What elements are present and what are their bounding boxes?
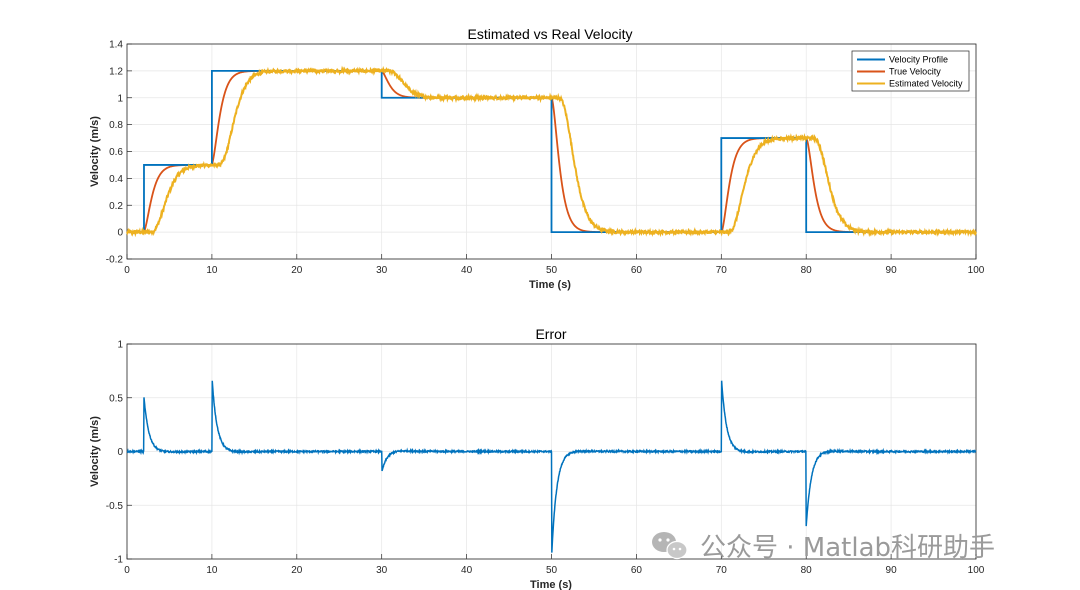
velocity-x-tick-label: 40 (461, 265, 473, 276)
error-y-tick-label: 1 (117, 340, 123, 351)
error-y-tick-label: 0.5 (109, 393, 123, 404)
legend-label-true-velocity: True Velocity (889, 67, 941, 77)
watermark: 公众号 · Matlab科研助手 (652, 532, 995, 563)
velocity-x-axis-label: Time (s) (529, 279, 571, 291)
legend-label-estimated-velocity: Estimated Velocity (889, 79, 963, 89)
velocity-x-tick-label: 20 (291, 265, 303, 276)
velocity-x-tick-label: 80 (801, 265, 813, 276)
error-x-tick-label: 100 (968, 565, 985, 576)
error-y-axis-label: Velocity (m/s) (89, 416, 101, 487)
legend-label-velocity-profile: Velocity Profile (889, 55, 948, 65)
error-x-tick-label: 40 (461, 565, 473, 576)
error-chart-title: Error (535, 326, 566, 342)
velocity-x-tick-label: 100 (968, 265, 985, 276)
error-x-tick-label: 90 (886, 565, 898, 576)
error-x-tick-label: 50 (546, 565, 558, 576)
velocity-y-tick-label: 0.2 (109, 201, 123, 212)
error-plot-area (126, 380, 977, 553)
error-tick-labels: 0 10 20 30 40 50 60 70 80 90 100 -1 -0.5 0 0.5 1 (106, 340, 985, 577)
legend: Velocity Profile True Velocity Estimated… (851, 50, 970, 92)
velocity-x-tick-label: 90 (886, 265, 898, 276)
velocity-y-tick-label: -0.2 (106, 255, 124, 266)
velocity-y-tick-label: 0 (117, 228, 123, 239)
error-x-tick-label: 10 (206, 565, 218, 576)
error-y-tick-label: -1 (114, 555, 123, 566)
velocity-axes-box (126, 43, 977, 260)
velocity-y-tick-label: 0.6 (109, 147, 123, 158)
velocity-y-axis-label: Velocity (m/s) (89, 116, 101, 187)
velocity-y-tick-label: 0.8 (109, 120, 123, 131)
velocity-x-tick-label: 60 (631, 265, 643, 276)
error-x-tick-label: 80 (801, 565, 813, 576)
velocity-y-tick-label: 1.4 (109, 40, 123, 51)
velocity-plot-area (126, 65, 977, 238)
error-x-tick-label: 30 (376, 565, 388, 576)
velocity-x-tick-label: 0 (124, 265, 130, 276)
velocity-x-tick-label: 30 (376, 265, 388, 276)
error-line (126, 380, 977, 553)
velocity-y-tick-label: 1.2 (109, 66, 123, 77)
velocity-x-tick-label: 50 (546, 265, 558, 276)
estimated-velocity-line (126, 65, 977, 238)
velocity-y-tick-label: 1 (117, 93, 123, 104)
error-x-axis-label: Time (s) (530, 579, 572, 590)
error-x-tick-label: 60 (631, 565, 643, 576)
error-x-tick-label: 70 (716, 565, 728, 576)
velocity-y-tick-label: 0.4 (109, 174, 123, 185)
error-axes: 0 10 20 30 40 50 60 70 80 90 100-1-0.500.51 Error … (89, 326, 985, 590)
velocity-x-tick-label: 10 (206, 265, 218, 276)
velocity-x-tick-label: 70 (716, 265, 728, 276)
error-y-tick-label: -0.5 (106, 501, 124, 512)
error-x-tick-label: 20 (291, 565, 303, 576)
velocity-tick-labels: 0 10 20 30 40 50 60 70 80 90 100-0.200.20.40.60.81… (106, 40, 985, 277)
wechat-icon (652, 532, 688, 560)
velocity-chart-title: Estimated vs Real Velocity (468, 26, 633, 42)
velocity-axes: 0 10 20 30 40 50 60 70 80 90 100-0.200.20.40.60.81… (89, 26, 985, 291)
error-y-tick-label: 0 (117, 447, 123, 458)
watermark-text: 公众号 · Matlab科研助手 (700, 533, 995, 563)
error-x-tick-label: 0 (124, 565, 130, 576)
